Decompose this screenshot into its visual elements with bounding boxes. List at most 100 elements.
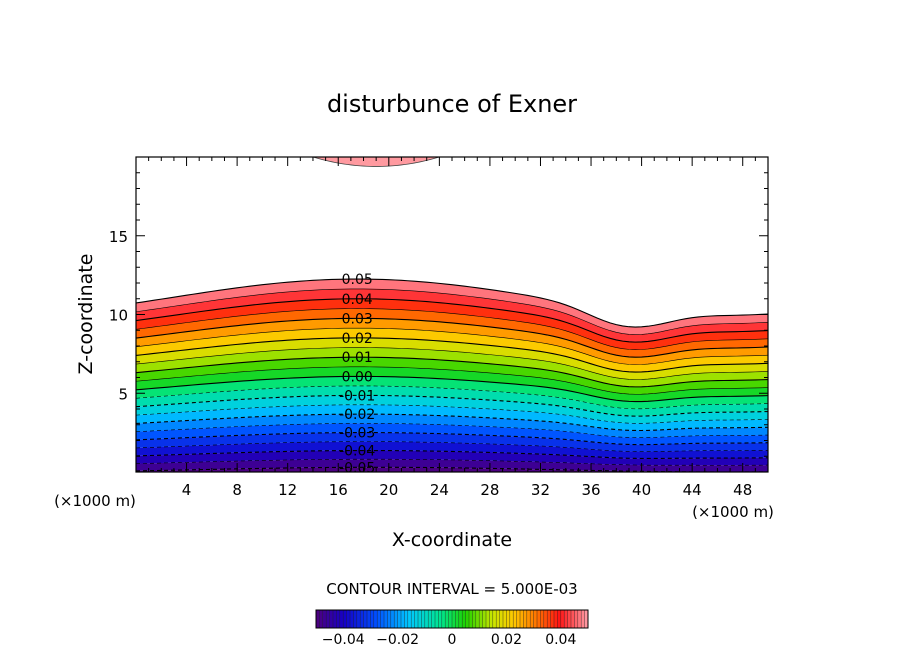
contour-line [136,317,768,358]
colorbar-cell [513,610,517,628]
x-tick-label: 40 [632,481,651,499]
contour-label: 0.05 [342,272,373,288]
contour-line [136,441,768,452]
colorbar-cell [367,610,371,628]
colorbar-cell [577,610,582,628]
colorbar-cell [387,610,392,628]
colorbar-cell [343,610,347,628]
contour-label: 0.03 [342,311,373,327]
colorbar-cell [346,610,351,628]
colorbar-cell [560,610,565,628]
colorbar-cell [333,610,337,628]
colorbar-cell [547,610,551,628]
contour-label: 0.04 [342,292,373,308]
colorbar-cell [526,610,531,628]
colorbar-frame [315,609,589,629]
colorbar-tick-label: 0.04 [545,632,576,648]
colorbar-cell [438,610,443,628]
colorbar-cell [390,610,395,628]
x-tick-label: 48 [733,481,752,499]
x-tick-label: 24 [430,481,449,499]
colorbar-cell [452,610,456,628]
colorbar-cell [543,610,548,628]
colorbar-cell [520,610,524,628]
colorbar-cell [414,610,419,628]
colorbar-cell [424,610,429,628]
colorbar-cell [571,610,575,628]
y-axis-label: Z-coordinate [75,254,97,375]
contour-bands [136,157,768,472]
colorbar-cell [530,610,534,628]
contour-band [136,385,768,417]
colorbar-cell [489,610,494,628]
colorbar-cell [360,610,364,628]
colorbar-cell [407,610,412,628]
colorbar-cell [509,610,514,628]
colorbar-cell [482,610,487,628]
contour-band [136,395,768,424]
contour-band [136,432,768,452]
contour-line [136,278,768,328]
contour-band [136,441,768,459]
contour-label: 0.01 [342,350,373,366]
contour-line [136,458,768,466]
colorbar-cell [503,610,507,628]
contour-line [136,413,768,432]
y-tick-label: 10 [109,307,128,325]
contour-label: -0.03 [339,426,375,442]
colorbar-cell [462,610,466,628]
colorbar-cell [533,610,538,628]
colorbar-cell [496,610,500,628]
colorbar-cell [584,610,589,628]
x-axis-unit-right: (×1000 m) [692,503,774,521]
colorbar-cell [322,610,327,628]
colorbar-cell [506,610,511,628]
contour-line [136,288,768,335]
colorbar-cell [353,610,358,628]
y-tick-label: 5 [118,385,128,403]
colorbar-cell [479,610,483,628]
x-tick-label: 36 [581,481,600,499]
colorbar-cell [537,610,541,628]
x-tick-label: 12 [278,481,297,499]
contour-band [136,347,768,387]
contour-line [136,366,768,395]
colorbar-cell [418,610,422,628]
contour-band [136,450,768,466]
contour-line [136,432,768,446]
contour-line [136,298,768,343]
contour-band [136,366,768,402]
colorbar-cell [435,610,439,628]
colorbar [315,609,589,629]
contour-line [136,423,768,438]
contour-band [136,308,768,358]
x-axis-unit-left: (×1000 m) [54,492,136,510]
colorbar-cell [350,610,354,628]
colorbar-tick-label: 0 [448,632,457,648]
y-axis-ticks: 5 10 15 [109,172,768,457]
colorbar-cell [492,610,497,628]
colorbar-cell [377,610,381,628]
contour-label: -0.05 [339,460,375,476]
contour-line [136,356,768,388]
colorbar-cell [554,610,558,628]
y-tick-label: 15 [109,228,128,246]
contour-band [136,328,768,373]
colorbar-tick-label: −0.02 [376,632,419,648]
colorbar-cell [540,610,545,628]
chart-title: disturbunce of Exner [327,90,577,118]
colorbar-cell [567,610,572,628]
colorbar-cell [475,610,480,628]
contour-line [136,394,768,417]
colorbar-cell [465,610,470,628]
colorbar-cell [356,610,361,628]
colorbar-cell [564,610,568,628]
contour-line [136,337,768,373]
colorbar-cell [339,610,344,628]
x-axis-ticks: 4 8 12 16 20 24 28 32 36 40 44 48 [148,157,756,499]
x-tick-label: 28 [480,481,499,499]
colorbar-cell [363,610,368,628]
colorbar-cell [458,610,463,628]
contour-label: -0.02 [339,407,375,423]
